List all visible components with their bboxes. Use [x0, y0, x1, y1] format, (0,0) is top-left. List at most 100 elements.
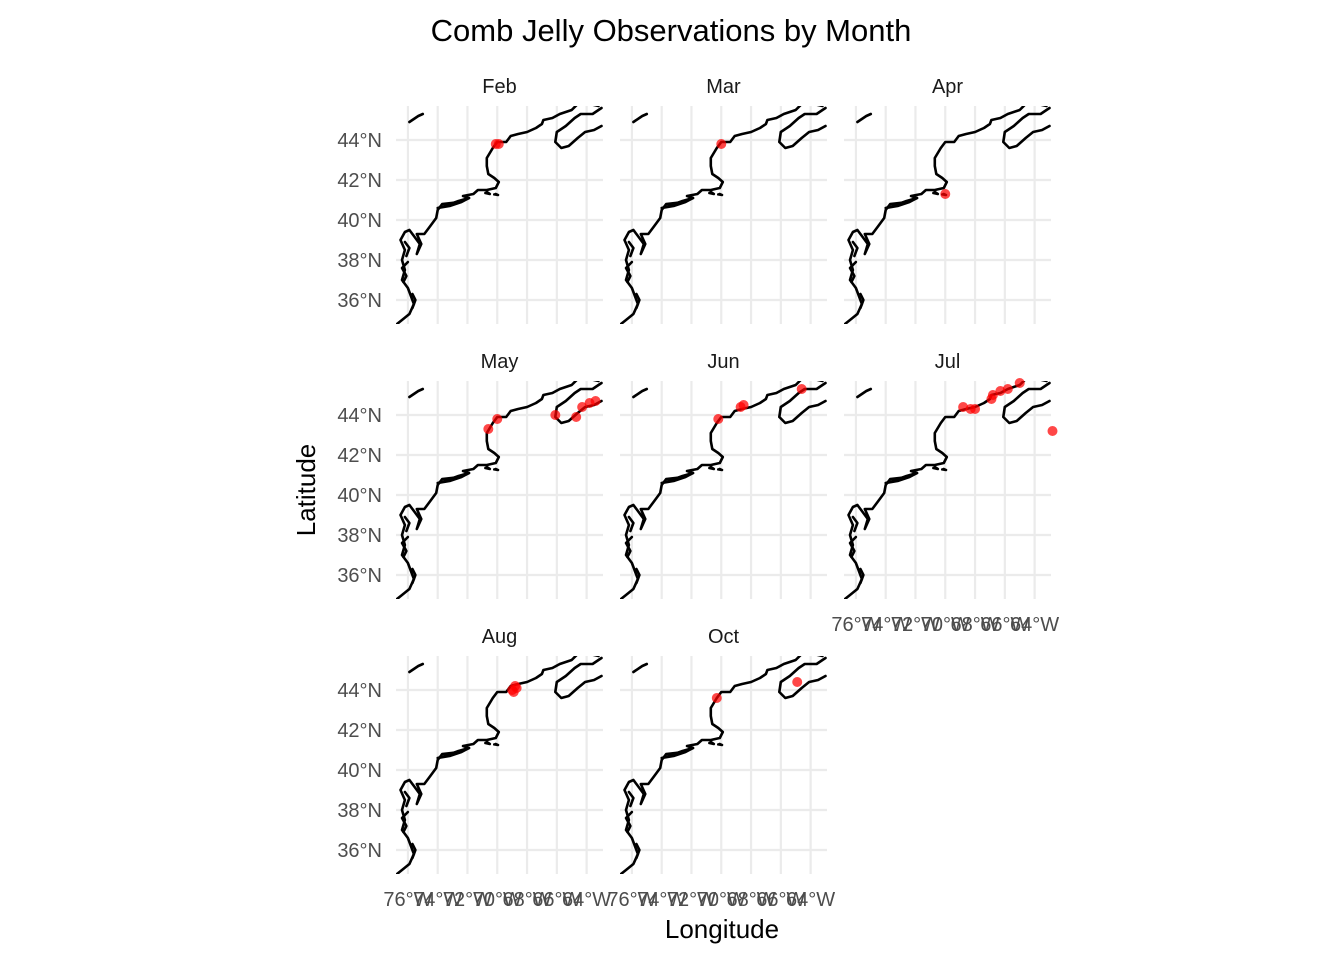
coastline-path	[778, 656, 827, 700]
y-tick-label: 42°N	[337, 720, 382, 742]
coastline-path	[941, 467, 948, 472]
observation-point	[970, 404, 981, 414]
coastline-path	[408, 387, 425, 399]
x-tick-label: 70°W	[697, 889, 746, 911]
observation-point	[1002, 384, 1013, 394]
x-tick-label: 70°W	[921, 614, 970, 636]
x-tick-label: 76°W	[607, 889, 656, 911]
observation-point	[987, 390, 998, 400]
facet-panel-apr: Apr	[844, 76, 1051, 324]
observation-point	[792, 677, 803, 687]
x-tick-label: 66°W	[980, 614, 1029, 636]
y-tick-label: 38°N	[337, 250, 382, 272]
observation-point	[590, 396, 601, 406]
x-tick-label: 74°W	[861, 614, 910, 636]
y-tick-label: 36°N	[337, 290, 382, 312]
x-tick-label: 72°W	[891, 614, 940, 636]
x-tick-label: 64°W	[562, 889, 611, 911]
coastline-path	[484, 740, 492, 746]
coastline-path	[396, 106, 600, 324]
coastline-path	[632, 387, 649, 399]
chart-title: Comb Jelly Observations by Month	[431, 13, 912, 48]
coastline-path	[660, 746, 695, 760]
coastline-path	[660, 471, 695, 485]
coastline-path	[400, 535, 410, 559]
y-tick-label: 44°N	[337, 130, 382, 152]
coastline-path	[708, 190, 716, 196]
x-tick-label: 72°W	[443, 889, 492, 911]
coastline-path	[708, 740, 716, 746]
coastline-path	[484, 190, 492, 196]
x-tick-label: 64°W	[1010, 614, 1059, 636]
observation-point	[738, 400, 749, 410]
coastline-path	[411, 567, 417, 585]
observation-point	[571, 412, 582, 422]
x-tick-label: 76°W	[831, 614, 880, 636]
coastline-path	[493, 742, 500, 747]
y-tick-label: 44°N	[337, 680, 382, 702]
observation-point	[550, 410, 561, 420]
observation-point	[940, 189, 951, 199]
coastline-path	[627, 240, 635, 258]
coastline-path	[620, 106, 824, 324]
coastline-path	[396, 381, 600, 599]
coastline-path	[400, 810, 410, 834]
coastline	[620, 656, 827, 874]
coastline-path	[554, 656, 603, 700]
observation-point	[490, 139, 501, 149]
coastline-path	[632, 112, 649, 124]
y-tick-label: 40°N	[337, 210, 382, 232]
y-tick-label: 40°N	[337, 760, 382, 782]
x-tick-label: 74°W	[413, 889, 462, 911]
coastline-path	[436, 746, 471, 760]
coastline-path	[884, 196, 919, 210]
facet-strip-label: Jul	[935, 351, 961, 373]
coastline-path	[620, 656, 824, 874]
coastline-path	[717, 467, 724, 472]
x-tick-label: 68°W	[726, 889, 775, 911]
facet-strip-label: Feb	[482, 76, 516, 98]
coastline-path	[932, 190, 940, 196]
coastline-path	[624, 810, 634, 834]
coastline-path	[848, 535, 858, 559]
observation-point	[1014, 378, 1025, 388]
facet-strip-label: Oct	[708, 626, 740, 648]
coastline-path	[484, 465, 492, 471]
coastline-path	[660, 196, 695, 210]
coastline-path	[624, 535, 634, 559]
coastline-path	[856, 112, 873, 124]
observation-point	[492, 414, 503, 424]
observation-point	[483, 424, 494, 434]
facet-panel-feb: Feb 36°N 38°N 40°N 42°N 44°N	[337, 76, 603, 324]
coastline	[396, 106, 603, 324]
x-tick-label: 64°W	[786, 889, 835, 911]
coastline-path	[411, 842, 417, 860]
y-tick-label: 38°N	[337, 525, 382, 547]
coastline-path	[624, 260, 634, 284]
coastline-path	[851, 240, 859, 258]
coastline-path	[778, 106, 827, 150]
y-tick-label: 38°N	[337, 800, 382, 822]
coastline-path	[403, 515, 411, 533]
observation-point	[511, 683, 522, 693]
x-tick-label: 70°W	[473, 889, 522, 911]
coastline-path	[436, 471, 471, 485]
y-axis-title: Latitude	[291, 444, 321, 537]
y-tick-label: 36°N	[337, 565, 382, 587]
x-tick-label: 74°W	[637, 889, 686, 911]
coastline-path	[708, 465, 716, 471]
y-tick-label: 36°N	[337, 840, 382, 862]
x-tick-label: 68°W	[502, 889, 551, 911]
coastline-path	[632, 662, 649, 674]
coastline-path	[493, 192, 500, 197]
facet-panel-jul: Jul 76°W74°W72°W70°W68°W66°W64°W	[831, 351, 1059, 636]
coastline-path	[851, 515, 859, 533]
coastline-path	[859, 292, 865, 310]
observation-point	[577, 402, 588, 412]
y-tick-label: 42°N	[337, 170, 382, 192]
coastline	[620, 106, 827, 324]
facet-panel-oct: Oct 76°W74°W72°W70°W68°W66°W64°W	[607, 626, 835, 911]
coastline-path	[635, 292, 641, 310]
coastline-path	[884, 471, 919, 485]
facet-panels: Feb 36°N 38°N 40°N 42°N 44°N Mar Apr May 36°N 38°N…	[337, 76, 1059, 911]
